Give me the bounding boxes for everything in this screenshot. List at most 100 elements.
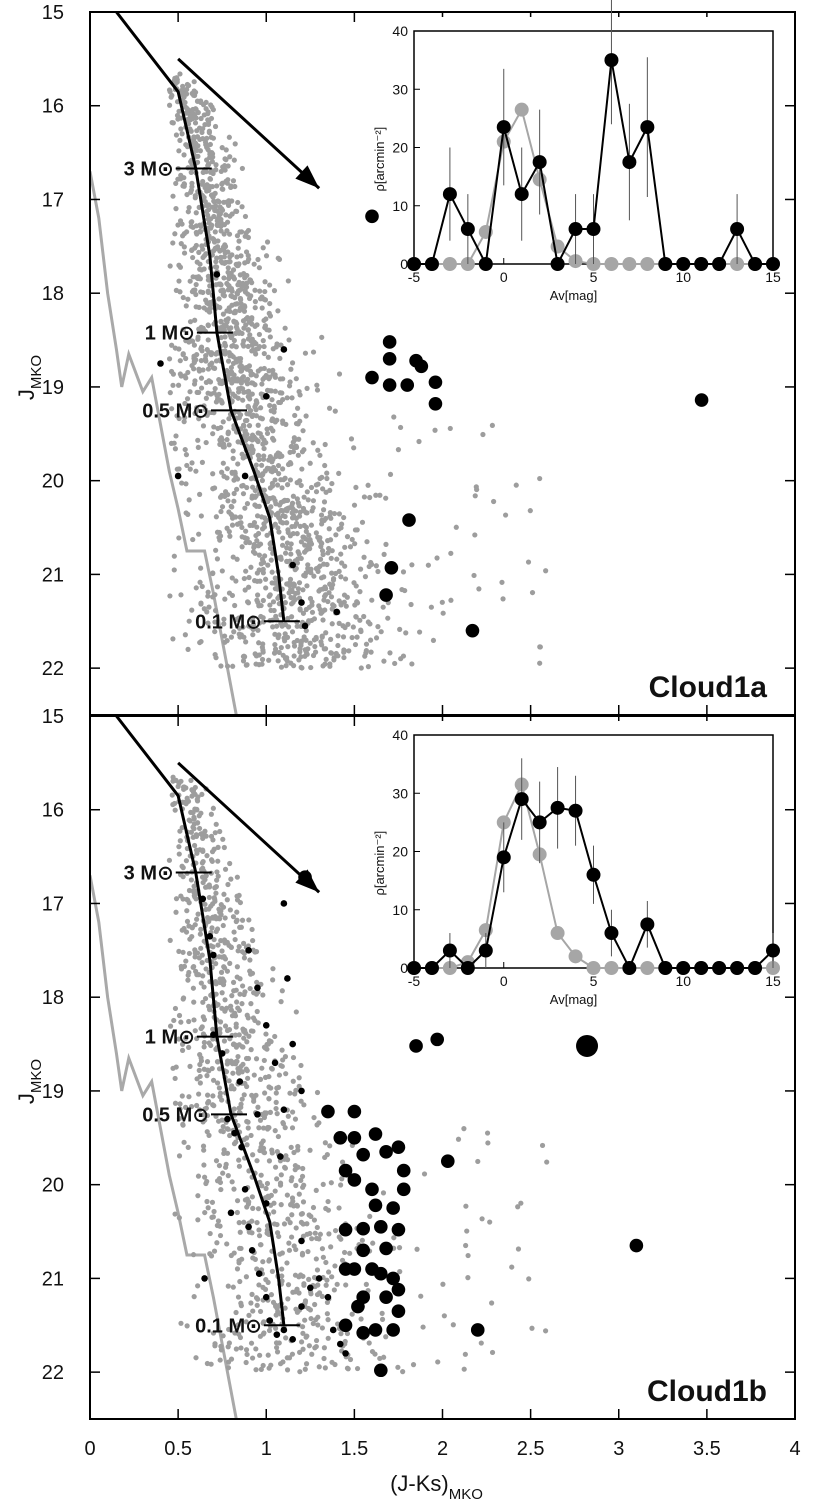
field-star-point (234, 909, 240, 915)
field-star-point (322, 1140, 328, 1146)
field-star-point (200, 1143, 207, 1149)
inset-x-tick-label: 15 (765, 973, 781, 989)
black-small-point (238, 1143, 245, 1151)
field-star-point (236, 1163, 243, 1169)
field-star-point (268, 1362, 274, 1368)
field-star-point (274, 482, 281, 488)
field-star-point (474, 486, 480, 493)
field-star-point (278, 342, 284, 348)
field-star-point (250, 1028, 256, 1034)
field-star-point (342, 1338, 348, 1345)
black-large-point (382, 352, 397, 366)
field-star-point (185, 107, 191, 113)
inset-x-tick-label: 0 (500, 269, 508, 285)
field-star-point (172, 800, 178, 807)
field-star-point (285, 1296, 291, 1302)
field-star-point (270, 456, 276, 462)
field-star-point (283, 1071, 289, 1077)
field-star-point (244, 381, 251, 387)
field-star-point (316, 603, 322, 609)
field-star-point (229, 993, 235, 999)
field-star-point (463, 1242, 469, 1249)
field-star-point (348, 436, 355, 442)
field-star-point (194, 806, 200, 812)
inset-series-point (604, 961, 619, 975)
field-star-point (254, 1008, 260, 1015)
field-star-point (235, 1069, 241, 1075)
field-star-point (180, 865, 186, 871)
field-star-point (186, 339, 192, 345)
inset-series-point (496, 850, 511, 865)
black-large-point (321, 1104, 335, 1119)
field-star-point (379, 1316, 386, 1322)
field-star-point (207, 1251, 213, 1257)
field-star-point (190, 789, 196, 795)
field-star-point (416, 438, 422, 445)
inset-background (384, 17, 783, 320)
field-star-point (241, 955, 248, 961)
field-star-point (212, 607, 219, 614)
field-star-point (205, 111, 211, 117)
black-large-point (365, 370, 379, 385)
field-star-point (395, 447, 402, 453)
field-star-point (183, 375, 189, 381)
field-star-point (249, 926, 255, 933)
black-large-point (386, 1323, 400, 1337)
field-star-point (234, 874, 240, 880)
field-star-point (289, 629, 296, 635)
field-star-point (243, 639, 249, 645)
field-star-point (272, 1302, 279, 1308)
field-star-point (272, 372, 278, 378)
black-small-point (315, 1275, 323, 1282)
field-star-point (279, 542, 286, 548)
field-star-point (232, 141, 238, 147)
field-star-point (187, 112, 194, 118)
field-star-point (344, 594, 350, 600)
field-star-point (296, 1083, 302, 1089)
black-small-point (333, 608, 341, 616)
field-star-point (172, 231, 178, 237)
field-star-point (325, 538, 331, 544)
field-star-point (298, 482, 304, 489)
field-star-point (178, 126, 184, 132)
field-star-point (203, 169, 209, 175)
field-star-point (323, 656, 329, 662)
field-star-point (282, 325, 288, 331)
field-star-point (215, 1218, 222, 1224)
field-star-point (270, 346, 276, 352)
inset-series-point (460, 961, 475, 975)
field-star-point (178, 778, 184, 784)
field-star-point (324, 470, 330, 476)
field-star-point (408, 601, 414, 608)
field-star-point (200, 973, 206, 979)
field-star-point (328, 1244, 334, 1250)
field-star-point (254, 538, 260, 544)
field-star-point (204, 1360, 210, 1367)
field-star-point (288, 594, 294, 601)
field-star-point (187, 818, 193, 824)
field-star-point (500, 596, 506, 602)
field-star-point (224, 219, 231, 225)
field-star-point (276, 471, 282, 477)
field-star-point (254, 1158, 260, 1164)
field-star-point (233, 1346, 239, 1352)
field-star-point (217, 211, 224, 217)
field-star-point (199, 874, 206, 880)
field-star-point (220, 1123, 226, 1130)
field-star-point (294, 560, 300, 566)
field-star-point (207, 141, 213, 148)
field-star-point (232, 183, 238, 190)
field-star-point (204, 1112, 211, 1119)
field-star-point (254, 524, 260, 530)
field-star-point (231, 276, 238, 282)
field-star-point (479, 1216, 485, 1222)
field-star-point (256, 1282, 262, 1288)
black-large-point (347, 1131, 362, 1145)
field-star-point (213, 1158, 220, 1164)
field-star-point (322, 441, 328, 448)
field-star-point (276, 399, 282, 406)
field-star-point (225, 1173, 231, 1179)
field-star-point (213, 821, 219, 827)
field-star-point (236, 238, 242, 244)
y-tick-label: 16 (42, 96, 64, 118)
